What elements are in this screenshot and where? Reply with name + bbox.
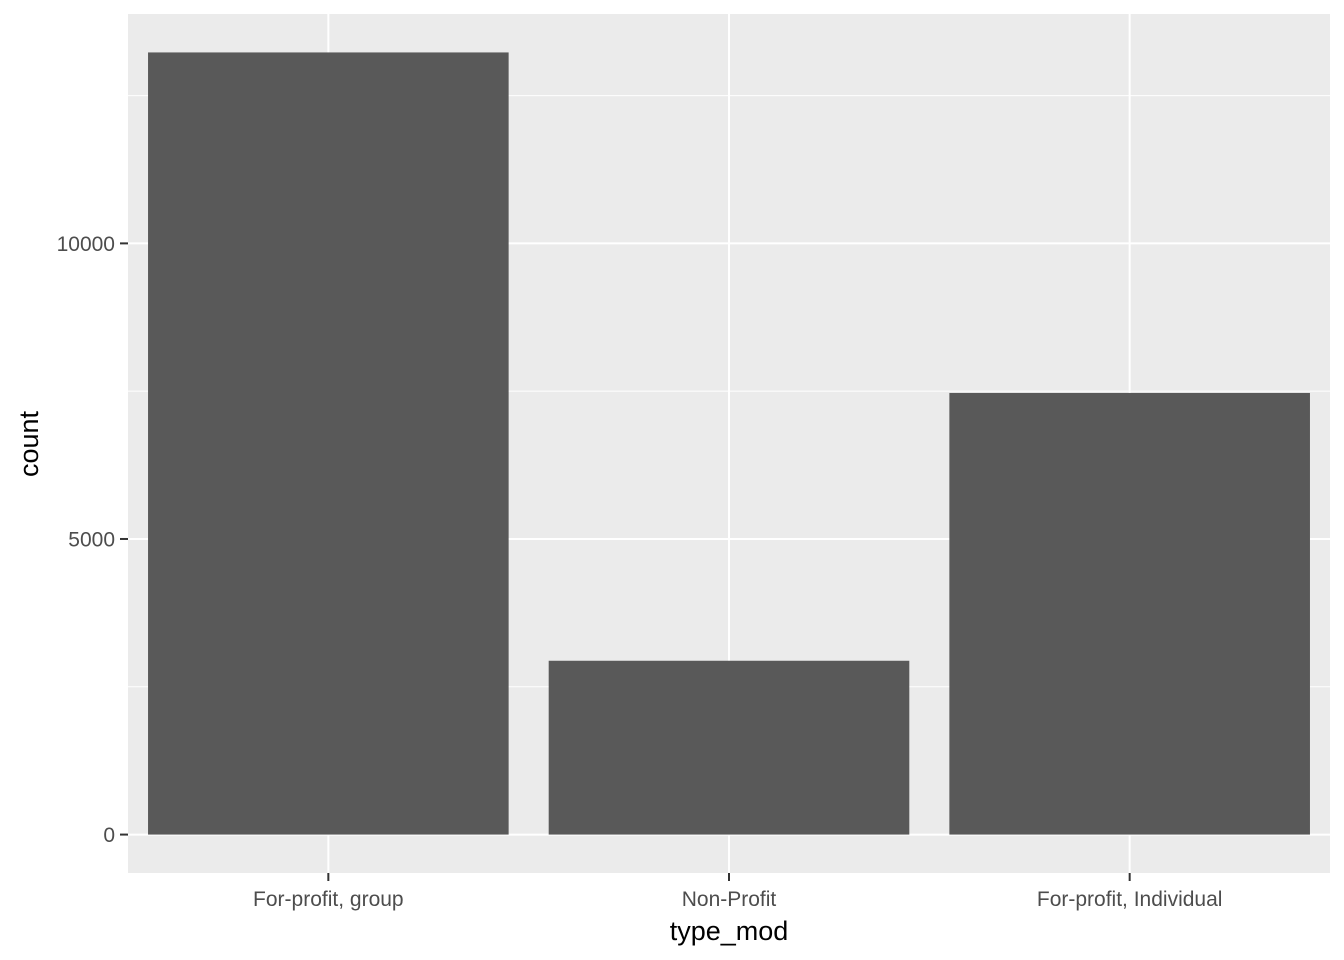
x-tick-label: For-profit, Individual xyxy=(1037,888,1223,911)
y-tick-label: 10000 xyxy=(57,233,115,256)
bar-non-profit xyxy=(548,660,910,835)
bars xyxy=(148,52,1310,835)
y-tick-label: 0 xyxy=(103,824,115,847)
y-axis-title: count xyxy=(14,410,44,477)
x-tick-label: Non-Profit xyxy=(682,888,777,911)
y-tick-label: 5000 xyxy=(68,528,115,551)
bar-for-profit-individual xyxy=(949,392,1310,835)
bar-for-profit-group xyxy=(148,52,509,835)
y-axis: 0 5000 10000 xyxy=(57,233,128,847)
x-tick-label: For-profit, group xyxy=(253,888,404,911)
x-axis-title: type_mod xyxy=(670,916,789,946)
x-axis: For-profit, group Non-Profit For-profit, I… xyxy=(253,873,1222,911)
